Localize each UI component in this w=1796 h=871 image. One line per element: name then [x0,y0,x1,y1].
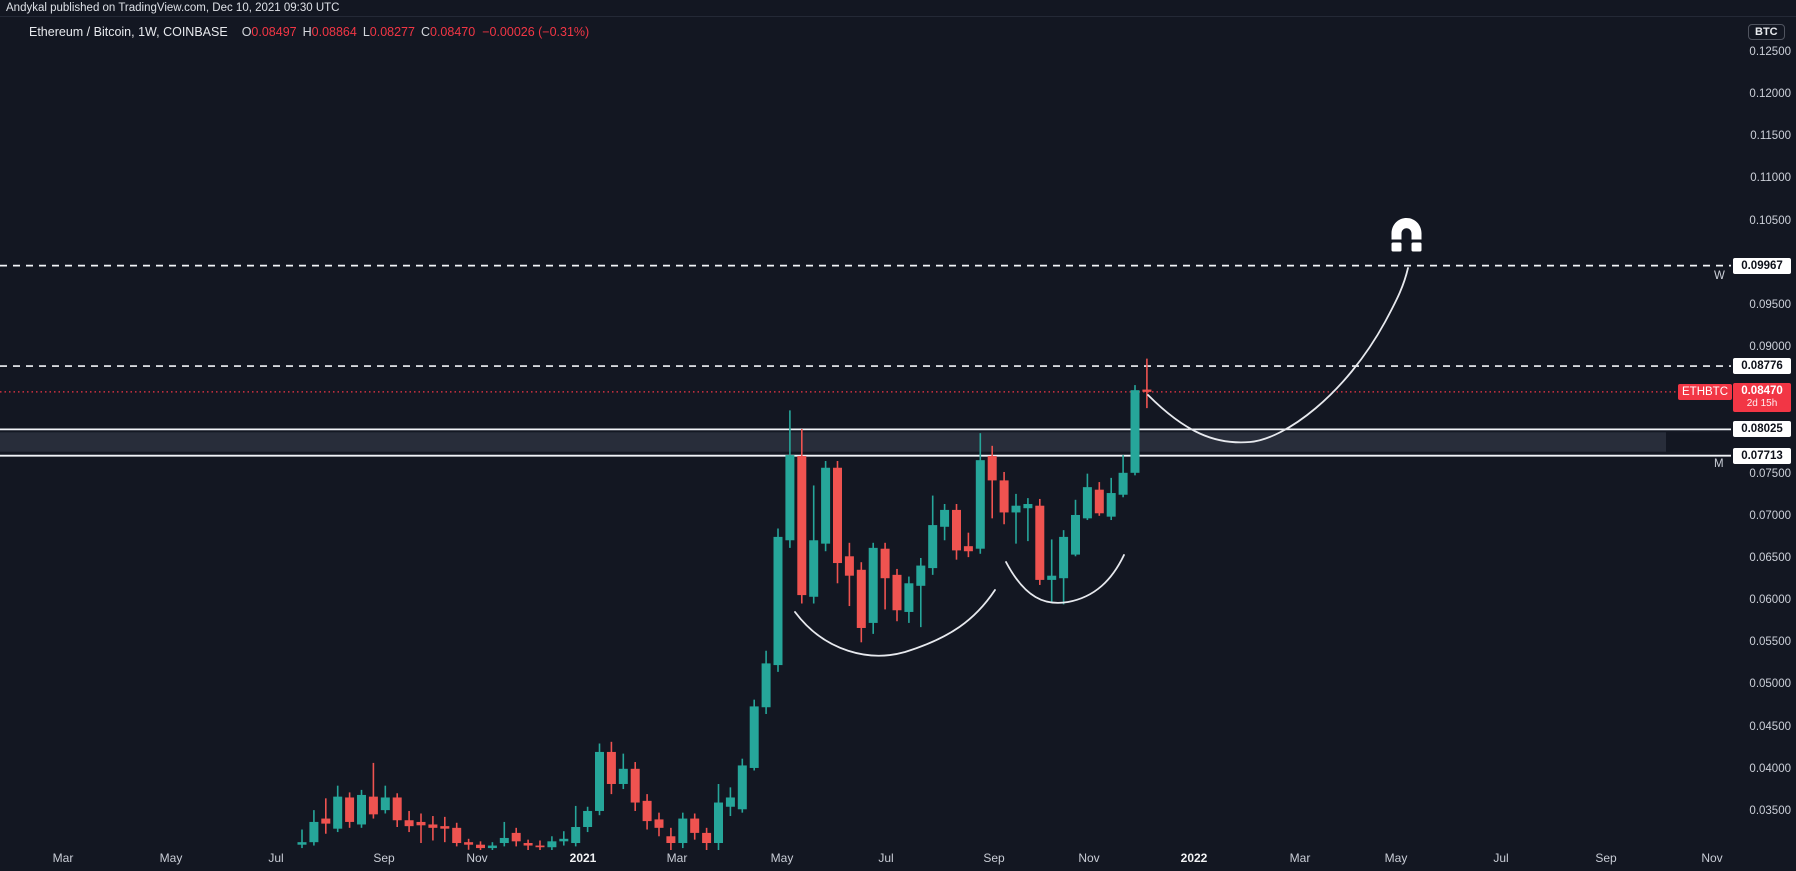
publish-bar: Andykal published on TradingView.com, De… [0,0,1796,17]
close-value: 0.08470 [430,25,476,39]
high-label: H [302,25,312,39]
time-label: Jul [1493,851,1509,865]
support-zone-band[interactable] [0,432,1666,452]
price-tick: 0.07500 [1749,467,1791,480]
time-axis[interactable]: Mar May Jul Sep Nov 2021 Mar May Jul Sep Nov 2022 Ma… [0,846,1732,871]
time-label: Nov [1078,851,1100,865]
level-price-badge: 0.08025 [1733,421,1791,438]
time-label-year: 2022 [1180,851,1208,865]
time-label: Nov [466,851,488,865]
last-price-badge: 0.08470 2d 15h [1733,382,1791,412]
currency-unit-badge[interactable]: BTC [1748,24,1785,40]
open-label: O [241,25,252,39]
time-label: May [1384,851,1408,865]
price-tick: 0.10500 [1749,214,1791,227]
time-label: Nov [1701,851,1723,865]
price-tick: 0.09500 [1749,298,1791,311]
price-tick: 0.04000 [1749,762,1791,775]
price-tick: 0.03500 [1749,804,1791,817]
price-plot[interactable] [0,0,1732,850]
symbol-price-tag: ETHBTC [1678,383,1732,400]
magnet-icon[interactable] [1391,218,1422,252]
price-tick: 0.06000 [1749,594,1791,607]
symbol-title[interactable]: Ethereum / Bitcoin, 1W, COINBASE [29,25,228,39]
time-label: Sep [983,851,1005,865]
level-price-badge: 0.08776 [1733,358,1791,375]
cup-arc-3[interactable] [1147,267,1409,444]
price-tick: 0.06500 [1749,551,1791,564]
price-axis[interactable]: BTC 0.08470 2d 15h 0.12500 0.12000 0.11500… [1732,0,1796,846]
open-value: 0.08497 [251,25,297,39]
time-label: Mar [666,851,688,865]
time-label: Jul [268,851,284,865]
high-value: 0.08864 [311,25,357,39]
level-price-badge: 0.09967 [1733,257,1791,274]
price-tick: 0.07000 [1749,509,1791,522]
price-tick: 0.04500 [1749,720,1791,733]
level-price-badge: 0.07713 [1733,447,1791,464]
close-label: C [420,25,430,39]
time-label: Jul [878,851,894,865]
price-tick: 0.12500 [1749,46,1791,58]
time-label: Mar [1289,851,1311,865]
cup-arc-1[interactable] [794,589,996,657]
last-price-value: 0.08470 [1741,384,1783,397]
low-value: 0.08277 [369,25,415,39]
time-label: Mar [52,851,74,865]
weekly-level-marker: W [1714,270,1725,282]
symbol-header: Ethereum / Bitcoin, 1W, COINBASE O0.08497… [29,25,589,39]
price-tick: 0.05000 [1749,678,1791,691]
candles[interactable] [297,358,1152,850]
time-label: May [159,851,183,865]
time-label: Sep [1595,851,1617,865]
publish-text: Andykal published on TradingView.com, De… [6,2,340,14]
low-label: L [362,25,370,39]
price-tick: 0.05500 [1749,636,1791,649]
price-tick: 0.12000 [1749,88,1791,101]
cup-arc-2[interactable] [1005,554,1125,604]
price-tick: 0.09000 [1749,341,1791,354]
price-tick: 0.11000 [1750,172,1791,185]
time-label-year: 2021 [569,851,597,865]
time-label: Sep [373,851,395,865]
price-tick: 0.11500 [1750,130,1791,143]
bar-countdown: 2d 15h [1746,397,1778,409]
time-label: May [770,851,794,865]
change-value: −0.00026 (−0.31%) [482,25,590,39]
monthly-level-marker: M [1714,458,1724,470]
